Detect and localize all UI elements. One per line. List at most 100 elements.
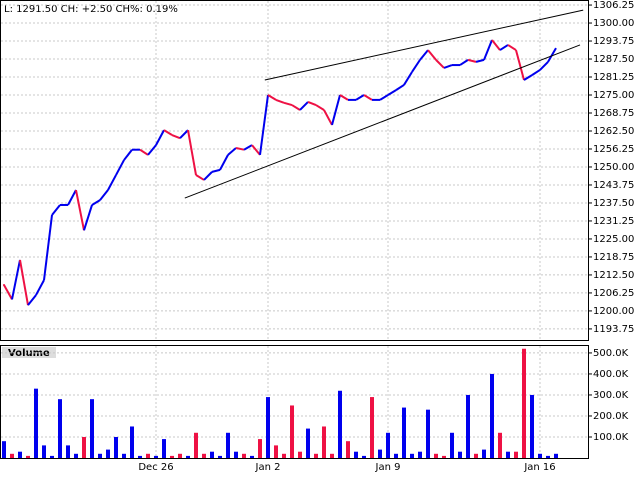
price-segment <box>515 49 525 81</box>
price-segment <box>483 39 493 61</box>
volume-bar <box>178 453 182 458</box>
y-tick-label: 1268.75 <box>593 108 634 119</box>
volume-bar <box>554 453 558 458</box>
price-segment <box>491 39 501 51</box>
volume-bar <box>394 453 398 458</box>
price-segment <box>507 44 517 51</box>
volume-bar <box>442 455 446 458</box>
price-segment <box>283 101 293 107</box>
y-tick-label: 1225.00 <box>593 234 634 245</box>
price-segment <box>91 199 101 206</box>
volume-bar <box>538 453 542 458</box>
price-segment <box>123 149 133 161</box>
trendline <box>264 9 584 81</box>
price-segment <box>411 59 421 73</box>
volume-bar <box>474 453 478 458</box>
price-segment <box>459 59 469 66</box>
volume-bar <box>74 453 78 458</box>
volume-bar <box>410 453 414 458</box>
price-segment <box>179 129 189 139</box>
y-tick-label: 1231.25 <box>593 216 634 227</box>
price-segment <box>467 58 477 63</box>
price-segment <box>539 61 549 71</box>
y-tick-label: 1193.75 <box>593 324 634 335</box>
price-segment <box>475 58 485 63</box>
volume-bar <box>386 432 390 458</box>
volume-bar <box>490 373 494 458</box>
price-segment <box>235 146 245 151</box>
volume-bar <box>242 453 246 458</box>
volume-bar <box>482 449 486 458</box>
volume-bar <box>162 439 166 458</box>
price-segment <box>19 259 29 306</box>
volume-bar <box>58 399 62 458</box>
volume-bar <box>130 426 134 458</box>
trendline <box>184 44 581 199</box>
price-segment <box>531 69 541 76</box>
price-segment <box>219 154 229 171</box>
y-tick-label: 1218.75 <box>593 252 634 263</box>
volume-bar <box>154 455 158 458</box>
price-segment <box>171 134 181 140</box>
price-segment <box>107 174 117 191</box>
volume-bar <box>338 390 342 458</box>
volume-bar <box>282 453 286 458</box>
price-segment <box>435 59 445 69</box>
volume-bar <box>378 449 382 458</box>
volume-bar <box>114 436 118 458</box>
volume-bar <box>450 432 454 458</box>
price-segment <box>403 71 413 86</box>
price-segment <box>443 64 453 69</box>
y-tick-label: 1256.25 <box>593 144 634 155</box>
price-segment <box>251 144 261 156</box>
price-panel <box>0 0 589 341</box>
volume-bar <box>290 405 294 458</box>
volume-bar <box>306 428 310 458</box>
price-segment <box>115 159 125 176</box>
volume-bar <box>170 455 174 458</box>
price-segment <box>211 168 221 173</box>
volume-bar <box>82 436 86 458</box>
price-segment <box>315 104 325 111</box>
volume-bar <box>138 455 142 458</box>
price-segment <box>547 47 557 63</box>
x-tick-label: Jan 2 <box>255 462 281 473</box>
price-segment <box>523 74 533 81</box>
price-segment <box>395 84 405 91</box>
price-segment <box>355 94 365 101</box>
price-segment <box>307 100 317 107</box>
price-segment <box>243 144 253 151</box>
volume-bar <box>266 397 270 458</box>
volume-bar <box>298 451 302 458</box>
y-tick-label: 200.0K <box>593 411 629 422</box>
y-tick-label: 1200.00 <box>593 306 634 317</box>
price-segment <box>35 279 45 296</box>
y-tick-label: 1212.50 <box>593 270 634 281</box>
volume-title: Volume <box>8 348 50 359</box>
volume-bar <box>122 453 126 458</box>
price-segment <box>259 94 269 156</box>
y-tick-label: 1306.25 <box>593 0 634 11</box>
y-tick-label: 1300.00 <box>593 18 634 29</box>
price-segment <box>339 94 349 101</box>
volume-bar <box>346 441 350 458</box>
volume-bar <box>546 455 550 458</box>
price-segment <box>387 89 397 96</box>
volume-bar <box>370 397 374 458</box>
price-segment <box>379 94 389 101</box>
x-tick-label: Dec 26 <box>138 462 173 473</box>
y-tick-label: 1287.50 <box>593 54 634 65</box>
price-segment <box>3 284 13 300</box>
price-segment <box>499 44 509 51</box>
y-tick-label: 400.0K <box>593 369 629 380</box>
y-tick-label: 300.0K <box>593 390 629 401</box>
volume-bar <box>42 445 46 458</box>
volume-bar <box>10 453 14 458</box>
price-segment <box>227 147 237 156</box>
y-tick-label: 1250.00 <box>593 162 634 173</box>
volume-bar <box>202 453 206 458</box>
volume-bar <box>362 455 366 458</box>
x-tick-label: Jan 16 <box>523 462 555 473</box>
price-segment <box>331 94 341 126</box>
volume-bar <box>402 407 406 458</box>
